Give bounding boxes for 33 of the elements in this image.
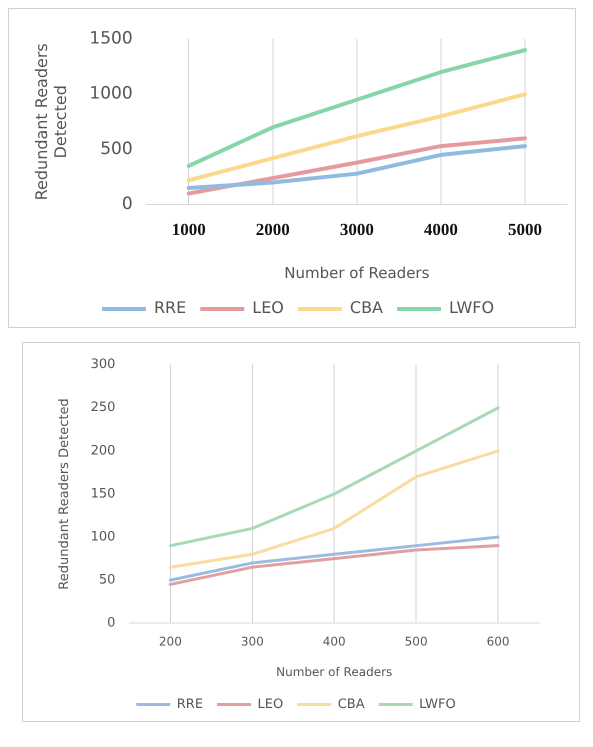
x-tick-label: 1000: [172, 220, 206, 240]
legend-label: RRE: [154, 298, 186, 318]
y-tick-label: 1500: [89, 28, 133, 48]
y-tick-label: 200: [90, 443, 116, 458]
legend-label: LEO: [258, 696, 284, 712]
y-tick-label: 300: [90, 357, 116, 372]
legend-label: CBA: [338, 696, 365, 712]
y-tick-label: 0: [107, 616, 116, 631]
x-tick-label: 300: [240, 634, 264, 649]
y-tick-label: 500: [100, 138, 133, 159]
y-axis-title: Redundant Readers Detected: [32, 43, 70, 200]
x-tick-label: 500: [404, 634, 428, 649]
x-axis-title: Number of Readers: [276, 664, 392, 679]
x-tick-label: 2000: [256, 220, 290, 240]
y-tick-label: 0: [122, 194, 133, 214]
x-tick-label: 400: [322, 634, 346, 649]
y-axis-title: Redundant Readers Detected: [57, 398, 72, 590]
legend-label: CBA: [350, 298, 384, 318]
legend-label: RRE: [176, 696, 204, 712]
y-tick-label: 100: [90, 529, 116, 544]
x-tick-label: 4000: [424, 220, 458, 240]
x-tick-label: 600: [486, 634, 510, 649]
y-tick-label: 50: [98, 572, 116, 588]
x-tick-label: 5000: [508, 220, 542, 240]
legend-label: LEO: [252, 298, 284, 318]
x-tick-label: 200: [158, 634, 182, 649]
y-tick-label: 250: [90, 400, 116, 416]
x-axis-title: Number of Readers: [284, 264, 430, 282]
legend-label: LWFO: [419, 696, 456, 712]
y-tick-label: 150: [90, 486, 116, 502]
legend-label: LWFO: [448, 298, 494, 318]
x-tick-label: 3000: [340, 220, 374, 240]
y-tick-label: 1000: [89, 84, 133, 104]
